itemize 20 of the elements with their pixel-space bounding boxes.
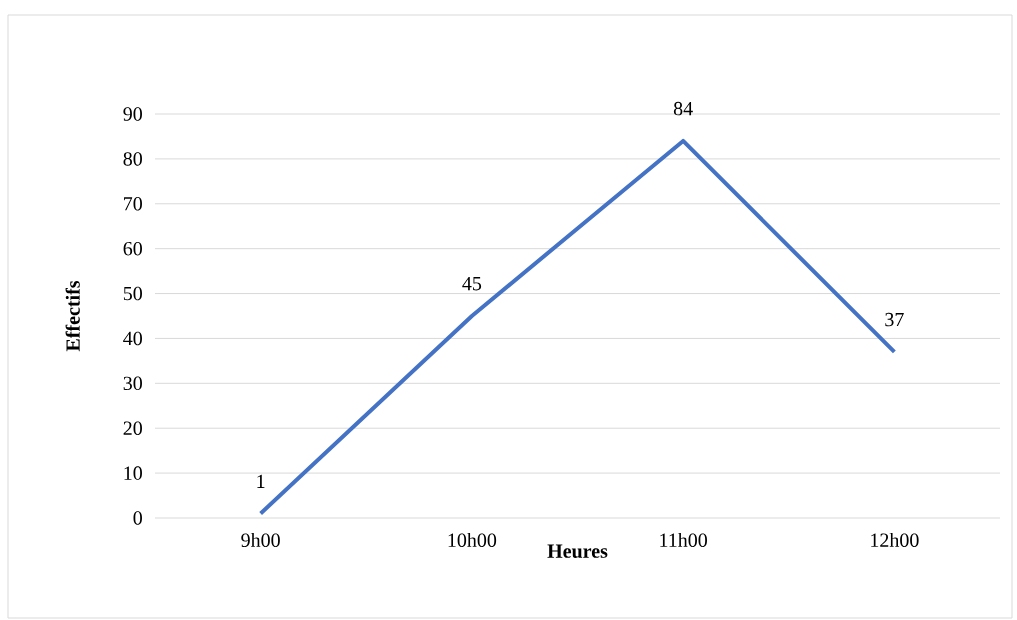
y-tick-label: 40 [123,331,142,346]
data-label: 45 [462,277,482,291]
x-tick-label: 9h00 [241,532,280,547]
y-tick-label: 60 [123,241,142,256]
y-axis-title: Effectifs [65,280,80,352]
y-tick-label: 50 [123,286,142,301]
y-tick-label: 10 [124,466,142,480]
data-label: 84 [673,101,693,116]
y-tick-label: 70 [124,197,142,211]
data-label: 37 [885,312,904,327]
x-tick-label: 11h00 [660,532,707,547]
y-tick-label: 0 [133,511,142,525]
y-tick-label: 30 [123,376,142,391]
y-tick-label: 80 [123,152,142,166]
data-label: 1 [257,474,265,488]
y-tick-label: 20 [123,421,142,435]
x-tick-label: 10h00 [448,532,497,547]
x-axis-title: Heures [547,544,608,558]
y-tick-label: 90 [123,107,142,121]
x-tick-label: 12h00 [871,532,919,547]
